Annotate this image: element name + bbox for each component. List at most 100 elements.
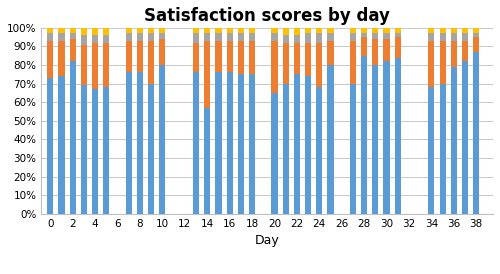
Bar	[328, 33, 334, 41]
Bar	[103, 28, 110, 35]
Bar	[148, 84, 154, 214]
Bar	[58, 28, 64, 33]
Bar	[305, 76, 311, 214]
Bar	[249, 41, 255, 74]
Bar	[160, 65, 166, 214]
Bar	[428, 87, 434, 214]
Bar	[316, 28, 322, 33]
Bar	[137, 41, 143, 73]
Bar	[216, 33, 222, 41]
Bar	[70, 61, 76, 214]
Bar	[384, 39, 390, 61]
Bar	[328, 65, 334, 214]
Bar	[328, 41, 334, 65]
Bar	[294, 28, 300, 35]
Bar	[384, 33, 390, 39]
Bar	[305, 28, 311, 33]
Bar	[226, 28, 232, 33]
Bar	[473, 37, 480, 52]
Bar	[47, 41, 54, 78]
Bar	[226, 41, 232, 73]
Bar	[282, 35, 289, 43]
Bar	[428, 41, 434, 87]
Bar	[272, 41, 278, 93]
Bar	[137, 33, 143, 41]
Bar	[450, 33, 457, 41]
Bar	[272, 33, 278, 41]
Bar	[193, 73, 199, 214]
Bar	[126, 33, 132, 41]
Bar	[316, 87, 322, 214]
Bar	[350, 28, 356, 33]
Bar	[473, 28, 480, 33]
Bar	[226, 33, 232, 41]
Bar	[282, 43, 289, 84]
Bar	[249, 28, 255, 33]
Bar	[216, 73, 222, 214]
Bar	[372, 39, 378, 65]
Bar	[204, 41, 210, 108]
Bar	[126, 28, 132, 33]
Bar	[92, 28, 98, 35]
Bar	[226, 73, 232, 214]
Bar	[58, 41, 64, 76]
Bar	[473, 52, 480, 214]
Bar	[450, 67, 457, 214]
Bar	[148, 33, 154, 41]
Bar	[361, 37, 367, 56]
Bar	[394, 37, 401, 58]
Bar	[238, 74, 244, 214]
Bar	[148, 28, 154, 33]
Bar	[305, 43, 311, 76]
Bar	[216, 41, 222, 73]
Bar	[81, 45, 87, 85]
Bar	[249, 74, 255, 214]
Bar	[394, 28, 401, 33]
Bar	[238, 33, 244, 41]
Bar	[440, 84, 446, 214]
Bar	[372, 65, 378, 214]
Bar	[126, 73, 132, 214]
Bar	[137, 73, 143, 214]
Bar	[103, 43, 110, 87]
Bar	[372, 28, 378, 33]
Bar	[350, 33, 356, 41]
Bar	[193, 33, 199, 43]
Bar	[238, 41, 244, 74]
Bar	[103, 87, 110, 214]
Bar	[372, 33, 378, 39]
Bar	[92, 35, 98, 43]
Bar	[70, 33, 76, 39]
Bar	[204, 108, 210, 214]
Bar	[316, 33, 322, 43]
Bar	[294, 35, 300, 43]
Bar	[160, 39, 166, 65]
Bar	[316, 43, 322, 87]
Bar	[450, 41, 457, 67]
Bar	[294, 43, 300, 74]
Bar	[160, 33, 166, 39]
Bar	[81, 35, 87, 45]
Bar	[47, 78, 54, 214]
Bar	[394, 58, 401, 214]
Bar	[92, 89, 98, 214]
Bar	[305, 33, 311, 43]
Bar	[282, 28, 289, 35]
Bar	[361, 33, 367, 37]
Bar	[294, 74, 300, 214]
Bar	[193, 28, 199, 33]
Bar	[204, 28, 210, 33]
Bar	[440, 33, 446, 41]
Bar	[450, 28, 457, 33]
Bar	[440, 41, 446, 84]
Bar	[428, 33, 434, 41]
Bar	[81, 85, 87, 214]
Bar	[81, 28, 87, 35]
Bar	[282, 84, 289, 214]
Bar	[47, 28, 54, 33]
Bar	[193, 43, 199, 73]
Bar	[272, 93, 278, 214]
Bar	[462, 41, 468, 61]
Bar	[238, 28, 244, 33]
Bar	[92, 43, 98, 89]
